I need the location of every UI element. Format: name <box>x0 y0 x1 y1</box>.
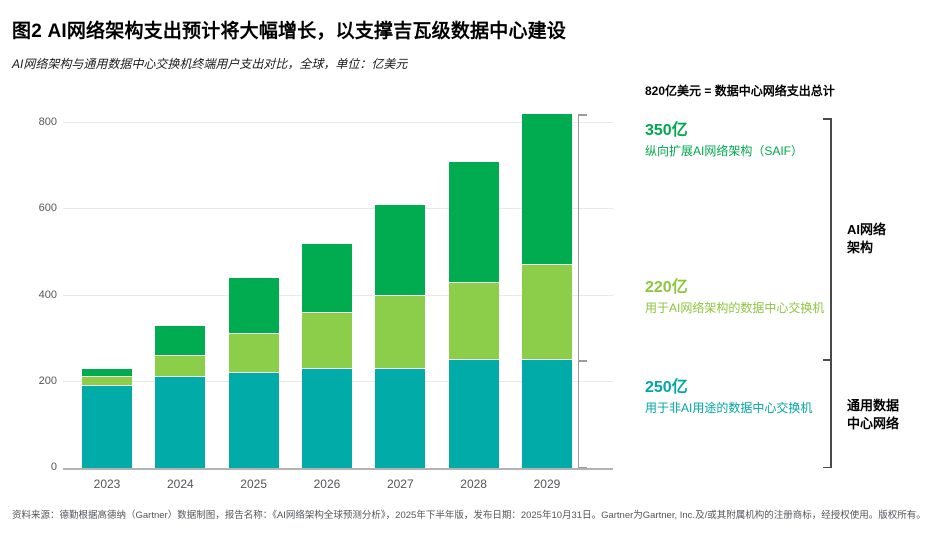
annotation-ai-switch-label: 用于AI网络架构的数据中心交换机 <box>645 301 825 315</box>
annotation-ai-switch-value: 220亿 <box>645 279 688 296</box>
chart-subtitle: AI网络架构与通用数据中心交换机终端用户支出对比，全球，单位：亿美元 <box>12 57 408 71</box>
bar-segment-2026-series1 <box>301 312 352 369</box>
bar-segment-2026-series2 <box>301 243 352 313</box>
bar-segment-2025-series2 <box>228 278 279 335</box>
bar-segment-2023-series0 <box>82 386 132 468</box>
bar-segment-2027-series0 <box>375 368 426 468</box>
x-axis-tick-2024: 2024 <box>166 477 194 491</box>
bar-segment-2024-series1 <box>155 355 206 378</box>
bar-2024 <box>155 325 206 468</box>
bar-split-bracket-tick-2 <box>579 466 587 468</box>
bar-segment-2025-series1 <box>228 334 279 374</box>
x-axis-tick-2029: 2029 <box>533 477 561 491</box>
gridline-600 <box>63 208 613 210</box>
bar-2028 <box>448 161 499 468</box>
x-axis-tick-2026: 2026 <box>313 477 341 491</box>
x-axis-tick-2027: 2027 <box>386 477 414 491</box>
bracket-label-general-network: 通用数据 中心网络 <box>847 398 900 431</box>
bar-segment-2026-series0 <box>301 368 352 468</box>
annotation-nonai-switch-value: 250亿 <box>645 379 688 396</box>
bar-segment-2023-series1 <box>82 377 132 387</box>
plot-area <box>63 114 613 470</box>
bar-2023 <box>82 368 132 468</box>
bar-2029 <box>521 114 572 468</box>
bar-segment-2027-series2 <box>375 204 426 296</box>
bar-split-bracket-tick-0 <box>579 114 587 116</box>
total-spend-annotation: 820亿美元 = 数据中心网络支出总计 <box>645 84 835 98</box>
y-axis-tick-400: 400 <box>38 288 57 301</box>
category-bracket-tick-bottom <box>823 466 831 468</box>
category-bracket-tick-middle <box>823 359 831 361</box>
y-axis-tick-0: 0 <box>50 461 57 473</box>
x-axis-tick-2025: 2025 <box>240 477 267 491</box>
page-title: 图2 AI网络架构支出预计将大幅增长，以支撑吉瓦级数据中心建设 <box>12 21 567 42</box>
bar-segment-2029-series2 <box>521 114 572 266</box>
bar-segment-2028-series0 <box>448 360 499 468</box>
bar-segment-2025-series0 <box>228 373 279 468</box>
bar-segment-2023-series2 <box>82 368 132 378</box>
bar-segment-2027-series1 <box>375 295 426 369</box>
bar-2025 <box>228 278 279 468</box>
bar-2026 <box>301 243 352 468</box>
bar-segment-2028-series1 <box>448 282 499 361</box>
x-axis-tick-2023: 2023 <box>93 477 121 491</box>
bar-segment-2029-series1 <box>521 265 572 361</box>
annotation-saif: 350亿 纵向扩展AI网络架构（SAIF） <box>645 121 830 159</box>
bar-split-bracket-tick-1 <box>579 360 587 362</box>
annotation-saif-value: 350亿 <box>645 122 688 139</box>
bar-segment-2028-series2 <box>448 161 499 283</box>
annotation-saif-label: 纵向扩展AI网络架构（SAIF） <box>645 144 804 158</box>
source-footnote: 资料来源：德勤根据高德纳（Gartner）数据制图，报告名称：《AI网络架构全球… <box>12 510 926 521</box>
y-axis-tick-600: 600 <box>38 202 57 215</box>
bar-split-bracket <box>578 114 587 468</box>
y-axis-tick-800: 800 <box>38 116 57 128</box>
category-bracket-tick-top <box>823 118 831 120</box>
annotation-nonai-switch: 250亿 用于非AI用途的数据中心交换机 <box>645 378 830 416</box>
bar-segment-2024-series2 <box>155 325 206 356</box>
bar-segment-2024-series0 <box>155 377 206 468</box>
y-axis-tick-200: 200 <box>38 374 57 387</box>
x-axis-tick-2028: 2028 <box>460 477 487 491</box>
bar-segment-2029-series0 <box>521 360 572 468</box>
bar-2027 <box>375 204 426 468</box>
annotation-ai-switch: 220亿 用于AI网络架构的数据中心交换机 <box>645 278 830 316</box>
category-bracket-line <box>830 118 832 468</box>
gridline-800 <box>63 122 613 123</box>
bracket-label-ai-network: AI网络 架构 <box>847 222 887 255</box>
annotation-nonai-switch-label: 用于非AI用途的数据中心交换机 <box>645 401 813 415</box>
